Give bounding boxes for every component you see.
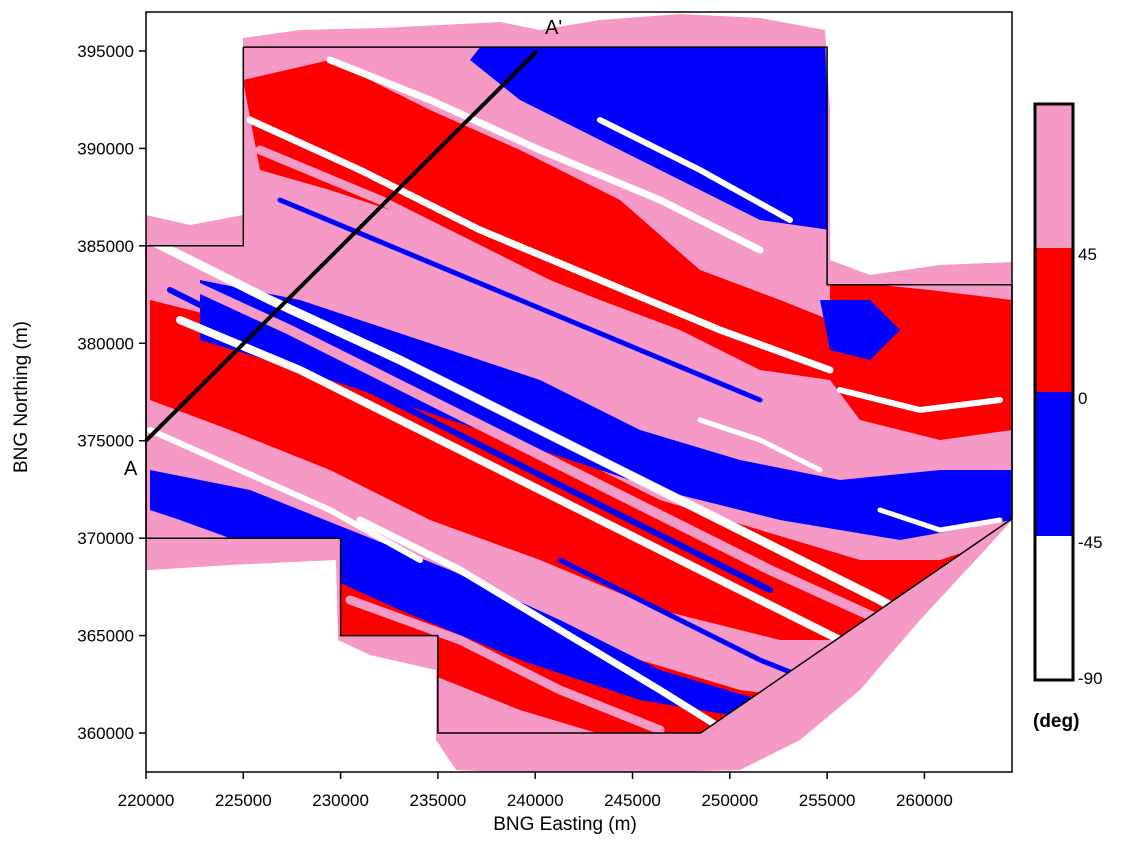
y-tick-label: 375000 (77, 432, 134, 451)
colorbar-legend: 45 0 -45 -90 (deg) (1033, 102, 1103, 732)
colorbar-class-low (1035, 536, 1073, 680)
x-tick-label: 255000 (799, 791, 856, 810)
profile-end-label: A' (545, 17, 562, 39)
y-tick-label: 390000 (77, 139, 134, 158)
colorbar-class-high (1035, 104, 1073, 248)
colorbar-tick-label: -90 (1078, 669, 1103, 688)
y-tick-label: 370000 (77, 529, 134, 548)
y-tick-label: 365000 (77, 627, 134, 646)
y-tick-label: 360000 (77, 724, 134, 743)
y-axis-title: BNG Northing (m) (11, 321, 32, 473)
linear-trends (146, 56, 1003, 734)
x-tick-label: 250000 (701, 791, 758, 810)
colorbar-tick-label: 45 (1078, 245, 1097, 264)
blue-domain-east (820, 300, 900, 360)
x-tick-label: 245000 (604, 791, 661, 810)
x-tick-label: 260000 (896, 791, 953, 810)
colorbar-class-mid-high (1035, 248, 1073, 392)
blue-domain-middle (200, 280, 1012, 540)
x-tick-label: 225000 (215, 791, 272, 810)
colorbar-class-mid-low (1035, 392, 1073, 536)
red-domain-west (243, 60, 830, 380)
blue-domain-north (470, 47, 830, 230)
colorbar-unit-label: (deg) (1033, 711, 1079, 732)
x-tick-label: 230000 (312, 791, 369, 810)
profile-line (144, 49, 539, 443)
y-tick-label: 385000 (77, 237, 134, 256)
profile-start-label: A (124, 458, 138, 480)
plot-frame (145, 11, 1013, 773)
colorbar-tick-label: 0 (1078, 389, 1087, 408)
x-tick-label: 235000 (410, 791, 467, 810)
y-axis: 360000 365000 370000 375000 380000 385000 3900… (77, 42, 146, 743)
y-tick-label: 380000 (77, 334, 134, 353)
x-tick-label: 240000 (507, 791, 564, 810)
anomaly-pattern (146, 47, 1012, 734)
x-axis-title: BNG Easting (m) (493, 814, 637, 835)
colorbar-tick-label: -45 (1078, 533, 1103, 552)
x-axis: 220000 225000 230000 235000 240000 245000 2500… (118, 772, 953, 810)
x-tick-label: 220000 (118, 791, 175, 810)
y-tick-label: 395000 (77, 42, 134, 61)
map-data-layer (146, 14, 1012, 772)
colorbar-frame (1033, 102, 1075, 682)
